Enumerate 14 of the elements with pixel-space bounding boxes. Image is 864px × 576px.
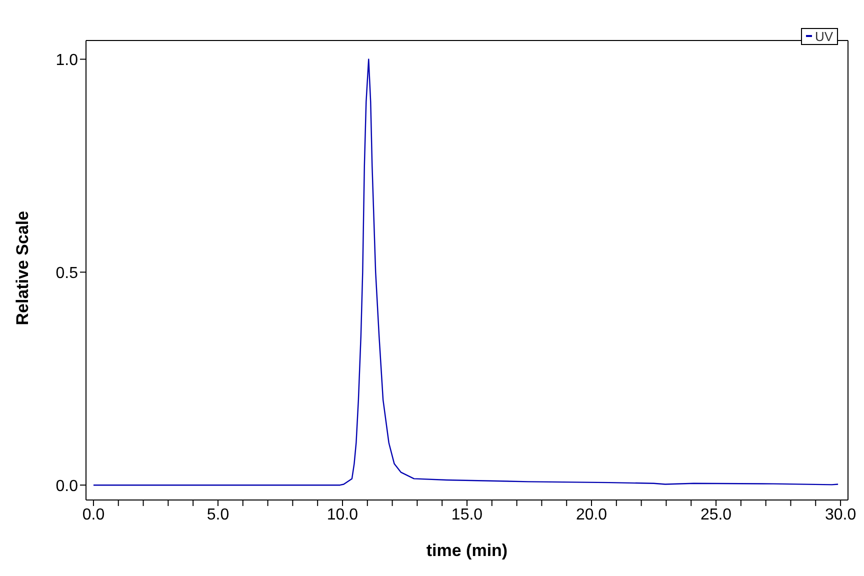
- x-tick-label: 10.0: [326, 506, 358, 524]
- x-tick-label: 20.0: [576, 506, 608, 524]
- x-tick-label: 30.0: [824, 506, 856, 524]
- y-tick-label: 0.0: [56, 478, 78, 495]
- y-axis-title: Relative Scale: [13, 210, 32, 326]
- legend-label: UV: [814, 28, 833, 44]
- line-series: [92, 58, 839, 486]
- y-tick-label: 1.0: [56, 52, 78, 69]
- x-tick-label: 25.0: [700, 506, 732, 524]
- x-tick-label: 5.0: [206, 506, 230, 524]
- x-axis-title: time (min): [426, 541, 508, 560]
- y-tick-label: 0.5: [56, 264, 78, 282]
- x-tick-label: 0.0: [82, 506, 105, 524]
- x-tick-label: 15.0: [451, 506, 483, 524]
